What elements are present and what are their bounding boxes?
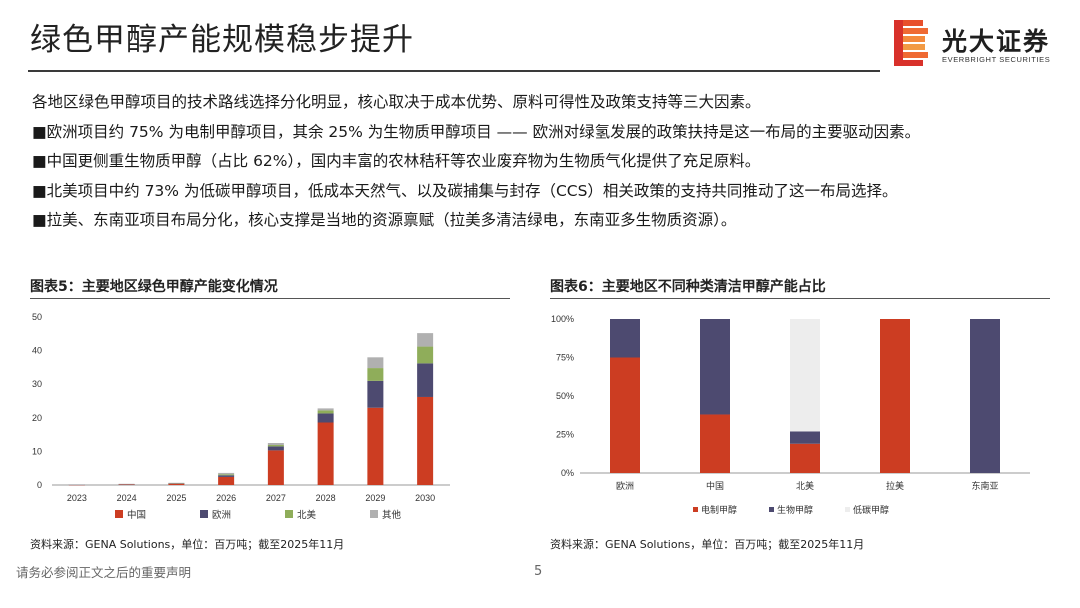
bar-segment	[790, 431, 820, 444]
bar-segment	[218, 475, 235, 477]
title-divider	[28, 70, 880, 72]
bar-segment	[317, 410, 334, 414]
bar-segment	[367, 368, 384, 381]
legend-label: 电制甲醇	[701, 504, 737, 515]
everbright-logo-icon	[894, 20, 928, 66]
y-tick-label: 50	[32, 312, 42, 322]
bar-segment	[367, 357, 384, 369]
legend-label: 中国	[127, 509, 146, 521]
bar-segment	[610, 357, 640, 473]
y-tick-label: 10	[32, 446, 42, 456]
bar-segment	[417, 363, 434, 397]
legend-swatch	[845, 507, 850, 512]
x-tick-label: 欧洲	[616, 480, 634, 491]
x-tick-label: 北美	[796, 480, 814, 491]
chart6-source: 资料来源：GENA Solutions，单位：百万吨；截至2025年11月	[550, 538, 865, 551]
x-tick-label: 2025	[166, 493, 186, 503]
bar-segment	[790, 319, 820, 432]
chart5-title: 图表5：主要地区绿色甲醇产能变化情况	[30, 279, 278, 295]
bullet-china: ■中国更侧重生物质甲醇（占比 62%），国内丰富的农林秸秆等农业废弃物为生物质气…	[32, 152, 761, 170]
bar-segment	[880, 319, 910, 473]
bullet-north-america: ■北美项目中约 73% 为低碳甲醇项目，低成本天然气、以及碳捕集与封存（CCS）…	[32, 181, 898, 200]
bar-segment	[610, 319, 640, 358]
legend-swatch	[200, 510, 208, 518]
bar-segment	[367, 380, 384, 408]
x-tick-label: 2029	[365, 493, 385, 503]
summary-bullets: 各地区绿色甲醇项目的技术路线选择分化明显，核心取决于成本优势、原料可得性及政策支…	[32, 88, 1072, 236]
x-tick-label: 2028	[316, 493, 336, 503]
bullet-europe: ■欧洲项目约 75% 为电制甲醇项目，其余 25% 为生物质甲醇项目 —— 欧洲…	[32, 122, 921, 141]
logo-name: 光大证券	[942, 27, 1051, 56]
legend-swatch	[769, 507, 774, 512]
chart6-title: 图表6：主要地区不同种类清洁甲醇产能占比	[550, 279, 826, 295]
bar-segment	[218, 476, 235, 485]
legend-label: 北美	[297, 509, 317, 521]
legend-label: 低碳甲醇	[853, 504, 889, 515]
chart6-title-rule	[550, 298, 1050, 299]
bar-segment	[68, 484, 85, 485]
y-tick-label: 0%	[561, 468, 574, 478]
y-tick-label: 0	[37, 480, 42, 490]
bar-segment	[417, 346, 434, 364]
legend-label: 生物甲醇	[777, 504, 813, 515]
legend-swatch	[370, 510, 378, 518]
bar-segment	[218, 472, 235, 475]
y-tick-label: 20	[32, 413, 42, 423]
bar-segment	[267, 446, 284, 451]
x-tick-label: 中国	[706, 480, 724, 491]
bar-segment	[700, 414, 730, 473]
bar-segment	[367, 407, 384, 485]
y-tick-label: 25%	[556, 430, 574, 440]
bullet-latam-sea: ■拉美、东南亚项目布局分化，核心支撑是当地的资源禀赋（拉美多清洁绿电，东南亚多生…	[32, 211, 737, 229]
bullet-intro: 各地区绿色甲醇项目的技术路线选择分化明显，核心取决于成本优势、原料可得性及政策支…	[32, 93, 761, 111]
bar-segment	[317, 413, 334, 423]
x-tick-label: 2026	[216, 493, 236, 503]
legend-swatch	[115, 510, 123, 518]
y-tick-label: 75%	[556, 353, 574, 363]
bar-segment	[417, 333, 434, 347]
logo-subtitle: EVERBRIGHT SECURITIES	[942, 55, 1051, 64]
y-tick-label: 40	[32, 346, 42, 356]
bar-segment	[168, 483, 185, 485]
legend-swatch	[285, 510, 293, 518]
y-tick-label: 30	[32, 379, 42, 389]
y-tick-label: 50%	[556, 391, 574, 401]
x-tick-label: 2023	[67, 493, 87, 503]
legend-label: 欧洲	[212, 509, 231, 521]
x-tick-label: 2027	[266, 493, 286, 503]
chart5-source: 资料来源：GENA Solutions，单位：百万吨；截至2025年11月	[30, 538, 345, 551]
bar-segment	[317, 408, 334, 411]
bar-segment	[267, 445, 284, 447]
bar-segment	[118, 484, 135, 485]
y-tick-label: 100%	[551, 314, 574, 324]
legend-swatch	[693, 507, 698, 512]
bar-segment	[267, 443, 284, 446]
chart5-title-rule	[30, 298, 510, 299]
page-number: 5	[534, 564, 543, 579]
legend-label: 其他	[382, 509, 402, 521]
bar-segment	[218, 474, 235, 476]
bar-segment	[267, 450, 284, 485]
bar-segment	[317, 422, 334, 485]
bar-segment	[417, 396, 434, 485]
bar-segment	[970, 319, 1000, 473]
x-tick-label: 2024	[117, 493, 137, 503]
x-tick-label: 2030	[415, 493, 435, 503]
x-tick-label: 拉美	[886, 480, 904, 491]
bar-segment	[700, 319, 730, 415]
company-logo: 光大证券 EVERBRIGHT SECURITIES	[892, 18, 1072, 70]
bar-segment	[168, 482, 185, 484]
x-tick-label: 东南亚	[971, 480, 998, 491]
disclaimer: 请务必参阅正文之后的重要声明	[16, 565, 192, 580]
bar-segment	[790, 443, 820, 473]
bar-segment	[118, 483, 135, 485]
page-title: 绿色甲醇产能规模稳步提升	[30, 22, 414, 58]
